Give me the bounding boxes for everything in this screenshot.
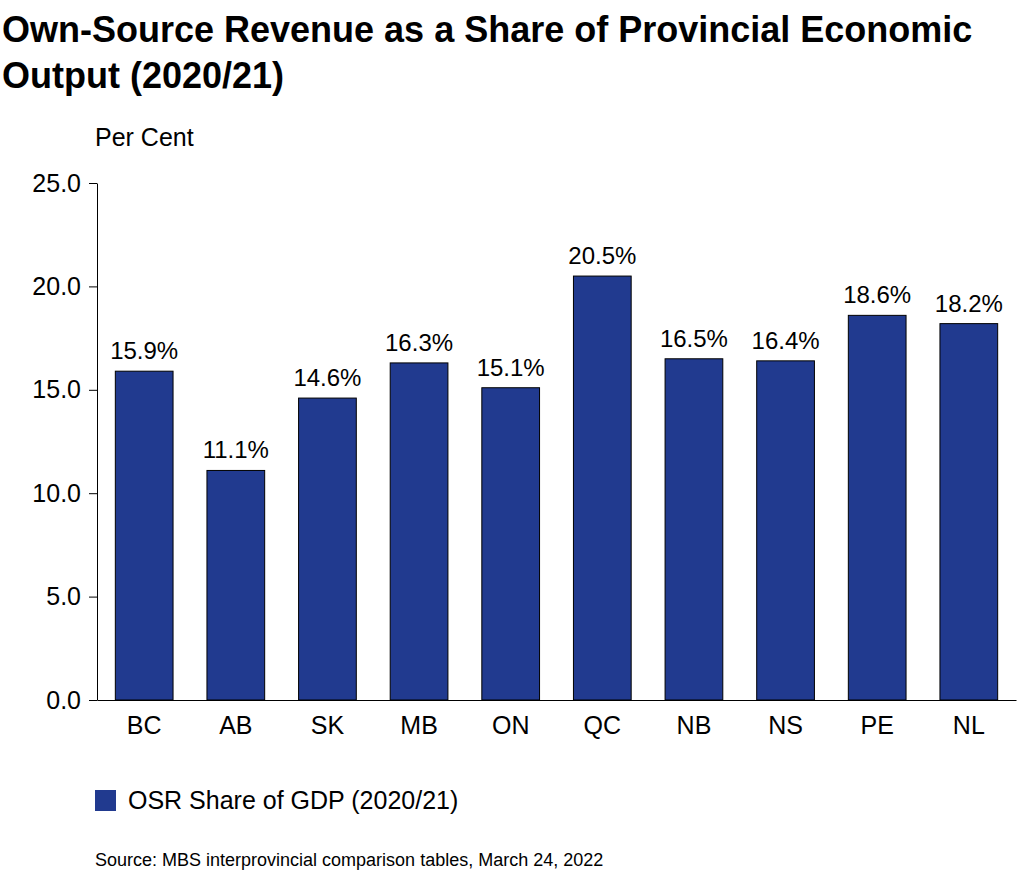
- bar: [482, 388, 540, 700]
- y-tick: 25.0: [32, 169, 97, 197]
- x-tick-label: SK: [311, 711, 345, 739]
- bar: [848, 315, 906, 700]
- y-tick-mark: [89, 183, 97, 184]
- x-tick: NL: [953, 711, 985, 739]
- y-axis-title: Per Cent: [95, 123, 194, 151]
- x-axis-line: [98, 700, 1017, 701]
- y-tick-mark: [89, 493, 97, 494]
- bar: [299, 398, 357, 700]
- legend: OSR Share of GDP (2020/21): [95, 786, 458, 814]
- y-tick-label: 15.0: [32, 375, 81, 403]
- bars: [115, 276, 997, 700]
- y-tick: 20.0: [32, 272, 97, 300]
- data-label: 16.5%: [660, 325, 728, 352]
- bar: [757, 361, 815, 700]
- y-tick-label: 20.0: [32, 272, 81, 300]
- x-tick: QC: [584, 711, 622, 739]
- x-tick-label: BC: [127, 711, 162, 739]
- bar: [940, 324, 998, 700]
- x-tick: NS: [768, 711, 803, 739]
- y-tick-label: 0.0: [46, 686, 81, 714]
- source: Source: MBS interprovincial comparison t…: [95, 850, 603, 870]
- y-tick: 5.0: [46, 582, 97, 610]
- data-label: 18.2%: [935, 290, 1003, 317]
- x-tick: ON: [492, 711, 530, 739]
- data-label: 15.9%: [110, 337, 178, 364]
- y-tick-label: 5.0: [46, 582, 81, 610]
- data-label: 18.6%: [843, 281, 911, 308]
- legend-swatch: [95, 790, 116, 811]
- x-tick-label: NL: [953, 711, 985, 739]
- x-tick: BC: [127, 711, 162, 739]
- chart: Own-Source Revenue as a Share of Provinc…: [0, 0, 1020, 886]
- x-tick-label: PE: [861, 711, 894, 739]
- x-tick: AB: [219, 711, 252, 739]
- x-tick-label: ON: [492, 711, 530, 739]
- x-tick: NB: [677, 711, 712, 739]
- legend-label: OSR Share of GDP (2020/21): [128, 786, 458, 814]
- x-tick-label: NB: [677, 711, 712, 739]
- x-tick-label: AB: [219, 711, 252, 739]
- data-label: 14.6%: [293, 364, 361, 391]
- data-label: 16.3%: [385, 329, 453, 356]
- y-tick: 15.0: [32, 375, 97, 403]
- y-tick-mark: [89, 390, 97, 391]
- bar: [390, 363, 448, 700]
- x-tick-label: MB: [400, 711, 438, 739]
- bar: [573, 276, 631, 700]
- data-label: 16.4%: [752, 327, 820, 354]
- y-axis: 0.0 5.0 10.0 15.0 20.0 25.0: [32, 169, 97, 714]
- y-tick-mark: [89, 597, 97, 598]
- x-tick: MB: [400, 711, 438, 739]
- x-tick-label: NS: [768, 711, 803, 739]
- y-tick-mark: [89, 286, 97, 287]
- y-tick: 0.0: [46, 686, 97, 714]
- data-label: 15.1%: [477, 354, 545, 381]
- bar: [665, 359, 723, 700]
- data-label: 20.5%: [568, 242, 636, 269]
- x-tick: SK: [311, 711, 345, 739]
- y-tick-label: 10.0: [32, 479, 81, 507]
- bar: [115, 371, 173, 700]
- x-tick: PE: [861, 711, 894, 739]
- title: Own-Source Revenue as a Share of Provinc…: [2, 9, 972, 96]
- y-tick: 10.0: [32, 479, 97, 507]
- y-axis-line: [97, 184, 98, 701]
- x-tick-label: QC: [584, 711, 622, 739]
- y-tick-mark: [89, 700, 97, 701]
- y-tick-label: 25.0: [32, 169, 81, 197]
- data-label: 11.1%: [203, 436, 269, 463]
- x-axis: BC AB SK MB ON QC NB NS PE NL: [98, 701, 1017, 739]
- bar: [207, 470, 265, 700]
